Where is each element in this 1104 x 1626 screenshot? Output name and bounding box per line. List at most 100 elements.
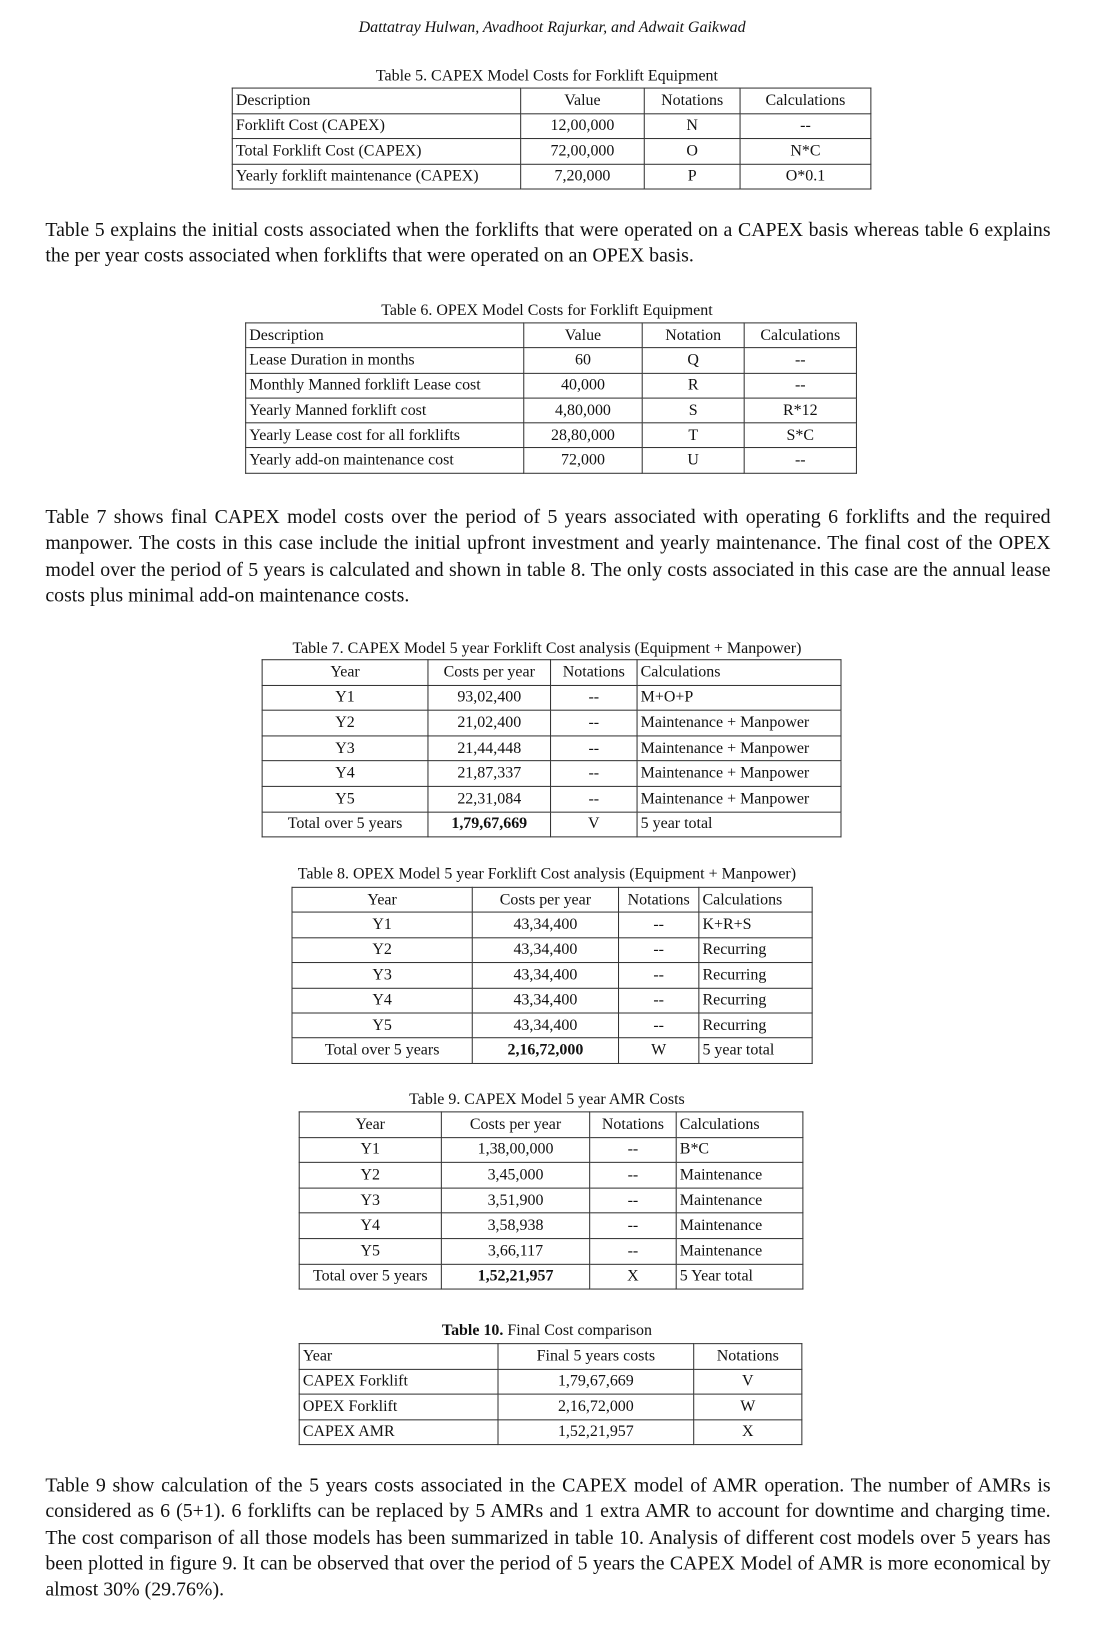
table-cell: -- [550, 709, 638, 737]
column-header: Notations [693, 1343, 803, 1370]
table-cell: S [641, 397, 745, 424]
table-cell: Maintenance + Manpower [636, 760, 842, 787]
table-cell: 7,20,000 [520, 163, 645, 190]
table-cell: 2,16,72,000 [471, 1037, 620, 1064]
table-cell: -- [550, 760, 638, 787]
table-cell: Lease Duration in months [245, 347, 525, 374]
caption-text: Table 9. CAPEX Model 5 year AMR Costs [409, 1090, 685, 1109]
table-cell: -- [617, 911, 700, 939]
table-cell: Maintenance [675, 1238, 804, 1265]
table-row: Y3 43,34,400 -- Recurring [291, 962, 813, 989]
table-7-caption: Table 7. CAPEX Model 5 year Forklift Cos… [0, 640, 1094, 659]
table-cell: Maintenance [675, 1187, 804, 1214]
table-cell: Y4 [291, 987, 473, 1014]
table-cell: 22,31,084 [427, 785, 552, 813]
table-row: Y1 1,38,00,000 -- B*C [298, 1136, 804, 1164]
table-cell: X [589, 1263, 677, 1290]
table-cell: 4,80,000 [523, 397, 643, 424]
table-cell: 3,45,000 [440, 1162, 591, 1189]
table-5: Description Value Notations Calculations For… [231, 87, 872, 190]
table-cell: Y1 [291, 911, 473, 939]
table-row: Y3 3,51,900 -- Maintenance [298, 1187, 804, 1214]
table-cell: O*0.1 [739, 163, 872, 190]
column-header: Costs per year [471, 886, 620, 913]
table-row: Y3 21,44,448 -- Maintenance + Manpower [261, 735, 842, 762]
table-cell: -- [743, 347, 857, 374]
table-row: CAPEX Forklift 1,79,67,669 V [298, 1368, 803, 1395]
table-row: Y1 93,02,400 -- M+O+P [261, 684, 842, 711]
column-header: Year [291, 886, 473, 913]
table-cell: O [643, 138, 741, 165]
column-header: Notations [643, 87, 741, 114]
caption-text: Table 6. OPEX Model Costs for Forklift E… [381, 301, 713, 320]
column-header: Year [261, 659, 429, 686]
table-row: Yearly add-on maintenance cost 72,000 U -- [245, 447, 857, 474]
table-cell: V [550, 811, 638, 838]
table-cell: K+R+S [698, 911, 813, 939]
paragraph-tables-5-6: Table 5 explains the initial costs assoc… [45, 219, 1051, 268]
table-cell: CAPEX AMR [298, 1418, 499, 1446]
table-cell: -- [589, 1238, 677, 1265]
table-9-caption: Table 9. CAPEX Model 5 year AMR Costs [0, 1091, 1094, 1110]
caption-text: Table 8. OPEX Model 5 year Forklift Cost… [297, 865, 797, 883]
table-cell: Yearly add-on maintenance cost [245, 447, 525, 474]
table-cell: N [643, 112, 741, 140]
table-cell: 1,79,67,669 [497, 1368, 695, 1395]
table-cell: 1,38,00,000 [440, 1136, 591, 1164]
table-row: Y2 3,45,000 -- Maintenance [298, 1162, 804, 1189]
table-cell: Y2 [261, 709, 429, 737]
table-cell: 5 Year total [675, 1263, 804, 1290]
table-cell: -- [589, 1187, 677, 1214]
table-row: Y2 21,02,400 -- Maintenance + Manpower [261, 709, 842, 737]
table-cell: -- [743, 372, 857, 399]
table-cell: 72,00,000 [520, 138, 645, 165]
table-row: Y5 3,66,117 -- Maintenance [298, 1238, 804, 1265]
table-cell: OPEX Forklift [298, 1393, 499, 1420]
column-header: Value [520, 87, 645, 114]
table-row: Total over 5 years 1,52,21,957 X 5 Year tot… [298, 1263, 804, 1290]
table-cell: 21,87,337 [427, 760, 552, 787]
table-5-caption: Table 5. CAPEX Model Costs for Forklift … [0, 67, 1094, 86]
table-row: Yearly Manned forklift cost 4,80,000 S R*12 [245, 397, 857, 424]
table-cell: N*C [739, 138, 872, 165]
table-cell: Y3 [298, 1187, 442, 1214]
table-cell: B*C [675, 1136, 804, 1164]
table-cell: Recurring [698, 937, 813, 964]
table-cell: -- [589, 1136, 677, 1164]
table-cell: Y3 [291, 962, 473, 989]
table-7: Year Costs per year Notations Calculations Y… [261, 659, 842, 838]
column-header: Notations [550, 659, 638, 686]
table-cell: 3,51,900 [440, 1187, 591, 1214]
table-cell: R*12 [743, 397, 857, 424]
table-row: Yearly Lease cost for all forklifts 28,80… [245, 422, 857, 449]
table-row: Total Forklift Cost (CAPEX) 72,00,000 O N*C [231, 138, 872, 165]
table-row: Forklift Cost (CAPEX) 12,00,000 N -- [231, 112, 872, 140]
table-cell: 2,16,72,000 [497, 1393, 695, 1420]
paragraph-tables-9-10: Table 9 show calculation of the 5 years … [45, 1474, 1051, 1601]
table-cell: CAPEX Forklift [298, 1368, 499, 1395]
column-header: Final 5 years costs [497, 1343, 695, 1370]
table-cell: 60 [523, 347, 643, 374]
table-cell: 5 year total [636, 811, 842, 838]
table-cell: Yearly Lease cost for all forklifts [245, 422, 525, 449]
column-header: Calculations [739, 87, 872, 114]
table-cell: 21,02,400 [427, 709, 552, 737]
table-cell: W [617, 1037, 700, 1064]
table-header-row: Year Costs per year Notations Calculations [261, 659, 842, 686]
column-header: Notations [617, 886, 700, 913]
table-cell: Total over 5 years [261, 811, 429, 838]
table-cell: Y5 [298, 1238, 442, 1265]
table-cell: 43,34,400 [471, 911, 620, 939]
column-header: Calculations [743, 322, 857, 349]
column-header: Calculations [675, 1111, 804, 1138]
table-row: CAPEX AMR 1,52,21,957 X [298, 1418, 803, 1446]
table-header-row: Year Costs per year Notations Calculations [298, 1111, 804, 1138]
table-6-caption: Table 6. OPEX Model Costs for Forklift E… [0, 302, 1094, 321]
table-header-row: Year Costs per year Notations Calculations [291, 886, 813, 913]
table-cell: Maintenance + Manpower [636, 735, 842, 762]
table-cell: 3,66,117 [440, 1238, 591, 1265]
column-header: Costs per year [440, 1111, 591, 1138]
column-header: Description [231, 87, 522, 114]
table-cell: 1,52,21,957 [497, 1418, 695, 1446]
table-cell: 28,80,000 [523, 422, 643, 449]
